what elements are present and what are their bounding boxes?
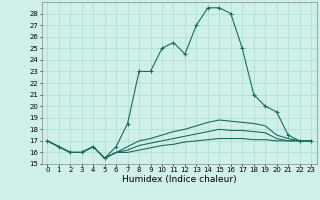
X-axis label: Humidex (Indice chaleur): Humidex (Indice chaleur): [122, 175, 236, 184]
